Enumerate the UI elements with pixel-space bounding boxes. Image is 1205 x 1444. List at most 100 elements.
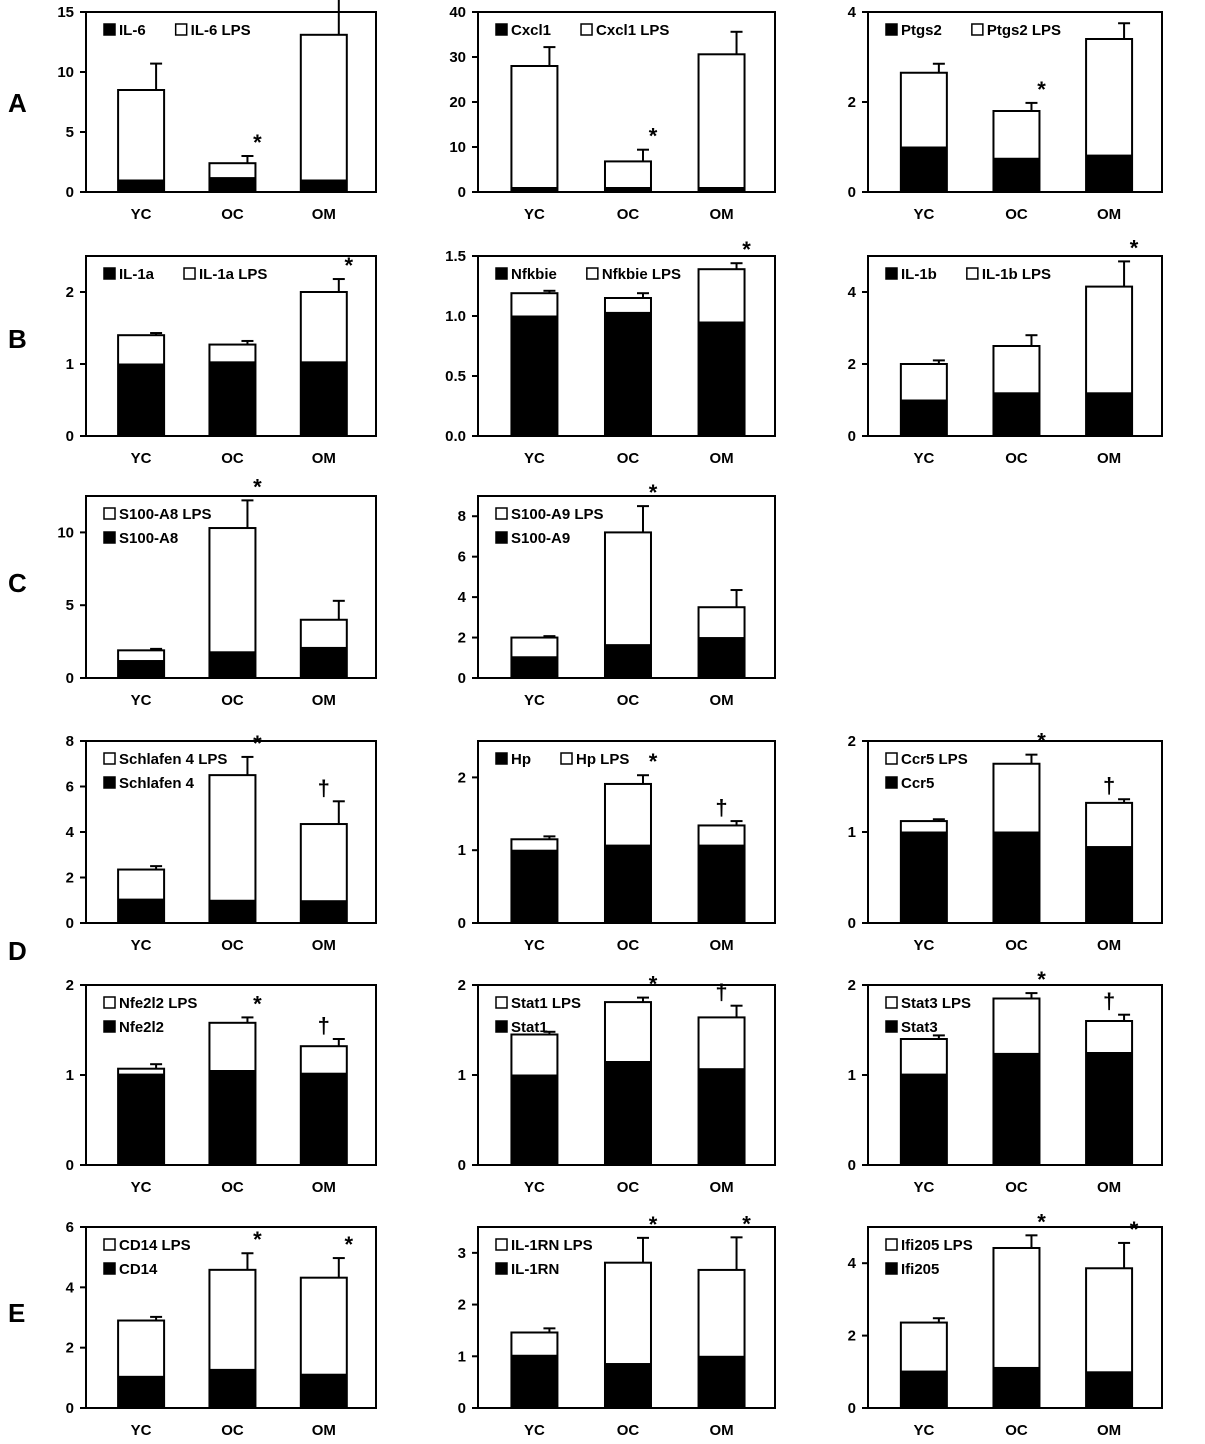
legend-swatch-hp-lps — [560, 752, 573, 765]
y-tick-label: 20 — [449, 94, 466, 111]
legend-swatch-il-1rn-lps — [495, 1238, 508, 1251]
legend: Schlafen 4 LPS Schlafen 4 — [103, 751, 227, 792]
y-tick-label: 3 — [458, 1245, 466, 1262]
legend-swatch-ifi205-lps — [885, 1238, 898, 1251]
dagger-mark: † — [318, 775, 330, 800]
bar-schlafen-4-oc — [208, 899, 256, 924]
legend-swatch-ifi205 — [885, 1262, 898, 1275]
y-tick-label: 4 — [848, 1255, 857, 1272]
legend-swatch-cd14 — [103, 1262, 116, 1275]
bar-nfkbie-oc — [604, 311, 652, 437]
y-tick-label: 1 — [848, 824, 856, 841]
significance-mark: * — [1037, 967, 1046, 992]
legend: Cxcl1 Cxcl1 LPS — [495, 22, 669, 39]
significance-mark: * — [742, 237, 751, 262]
legend-swatch-cxcl1 — [495, 23, 508, 36]
y-tick-label: 1 — [458, 1067, 466, 1084]
bar-ccr5-om — [1085, 846, 1133, 924]
bar-il-1rn-oc — [604, 1363, 652, 1409]
bar-stat3-oc — [992, 1052, 1040, 1166]
legend-label-stat1-lps: Stat1 LPS — [511, 995, 581, 1012]
legend-swatch-schlafen-4 — [103, 776, 116, 789]
category-label-yc: YC — [913, 1422, 934, 1439]
category-label-om: OM — [1097, 937, 1121, 954]
significance-mark: * — [253, 474, 262, 499]
legend-label-hp: Hp — [511, 751, 531, 768]
category-label-om: OM — [312, 692, 336, 709]
chart-nfkbie: 0.0 0.5 1.0 1.5 YC OC * OM Nfkbie Nfkbie LPS — [445, 237, 776, 467]
bar-schlafen-4-yc — [117, 898, 165, 924]
category-label-oc: OC — [617, 692, 640, 709]
legend-label-cxcl1: Cxcl1 — [511, 22, 551, 39]
legend: IL-1RN LPS IL-1RN — [495, 1237, 593, 1278]
category-label-yc: YC — [913, 1179, 934, 1196]
bar-s100-a8-yc — [117, 660, 165, 679]
bar-s100-a8-om — [300, 646, 348, 679]
dagger-mark: † — [1103, 989, 1115, 1014]
category-label-oc: OC — [617, 937, 640, 954]
legend: CD14 LPS CD14 — [103, 1237, 191, 1278]
legend-label-cd14: CD14 — [119, 1261, 158, 1278]
y-tick-label: 0 — [848, 184, 856, 201]
legend-label-nfkbie: Nfkbie — [511, 266, 557, 283]
category-label-om: OM — [1097, 1179, 1121, 1196]
bar-cd14-yc — [117, 1375, 165, 1409]
category-label-om: OM — [1097, 450, 1121, 467]
significance-mark: * — [1037, 77, 1046, 102]
category-label-oc: OC — [221, 937, 244, 954]
y-tick-label: 5 — [66, 124, 74, 141]
legend-swatch-stat1 — [495, 1020, 508, 1033]
legend-label-stat3-lps: Stat3 LPS — [901, 995, 971, 1012]
dagger-mark: † — [715, 980, 727, 1005]
legend-swatch-s100-a8-lps — [103, 507, 116, 520]
chart-s100-a9: 0 2 4 6 8 YC * OC OM S100-A9 LPS S100-A9 — [458, 480, 776, 709]
y-tick-label: 0 — [458, 1157, 466, 1174]
legend-swatch-ptgs2-lps — [971, 23, 984, 36]
legend-label-cxcl1-lps: Cxcl1 LPS — [596, 22, 669, 39]
legend-label-s100-a8: S100-A8 — [119, 530, 178, 547]
category-label-om: OM — [1097, 206, 1121, 223]
bar-cxcl1-lps-oc — [603, 160, 652, 193]
legend-swatch-stat3 — [885, 1020, 898, 1033]
legend-label-stat3: Stat3 — [901, 1019, 938, 1036]
category-label-oc: OC — [1005, 1422, 1028, 1439]
chart-il-1a: 0 1 2 YC OC * OM IL-1a IL-1a LPS — [66, 253, 377, 467]
y-tick-label: 0 — [66, 1157, 74, 1174]
legend-label-s100-a9-lps: S100-A9 LPS — [511, 506, 604, 523]
legend: Ptgs2 Ptgs2 LPS — [885, 22, 1061, 39]
legend: S100-A8 LPS S100-A8 — [103, 506, 212, 547]
category-label-om: OM — [709, 1422, 733, 1439]
legend: S100-A9 LPS S100-A9 — [495, 506, 604, 547]
category-label-yc: YC — [131, 1179, 152, 1196]
bar-s100-a9-oc — [604, 644, 652, 679]
legend-label-ifi205: Ifi205 — [901, 1261, 939, 1278]
y-tick-label: 0 — [848, 1157, 856, 1174]
significance-mark: * — [345, 253, 354, 278]
category-label-om: OM — [312, 450, 336, 467]
y-tick-label: 8 — [66, 733, 74, 750]
bar-cxcl1-om — [698, 187, 746, 193]
y-tick-label: 2 — [66, 977, 74, 994]
bar-stat1-oc — [604, 1061, 652, 1166]
legend-swatch-s100-a9 — [495, 531, 508, 544]
legend-label-ptgs2: Ptgs2 — [901, 22, 942, 39]
chart-s100-a8: 0 5 10 YC * OC OM S100-A8 LPS S100-A8 — [57, 474, 377, 709]
y-tick-label: 2 — [66, 284, 74, 301]
bar-ptgs2-om — [1085, 154, 1133, 193]
bar-il-6-lps-om — [299, 33, 348, 193]
legend-label-hp-lps: Hp LPS — [576, 751, 629, 768]
significance-mark: * — [1130, 1217, 1139, 1242]
bar-s100-a8-oc — [208, 651, 256, 679]
y-tick-label: 1 — [66, 1067, 74, 1084]
legend-swatch-nfkbie — [495, 267, 508, 280]
legend: IL-6 IL-6 LPS — [103, 22, 251, 39]
bar-il-1a-yc — [117, 363, 165, 437]
y-tick-label: 2 — [66, 1340, 74, 1357]
chart-nfe2l2: 0 1 2 YC * OC † OM Nfe2l2 LPS Nfe2l2 — [66, 977, 377, 1196]
bar-cd14-om — [300, 1373, 348, 1409]
category-label-oc: OC — [1005, 450, 1028, 467]
category-label-om: OM — [312, 206, 336, 223]
category-label-oc: OC — [221, 450, 244, 467]
bar-hp-yc — [510, 849, 558, 924]
